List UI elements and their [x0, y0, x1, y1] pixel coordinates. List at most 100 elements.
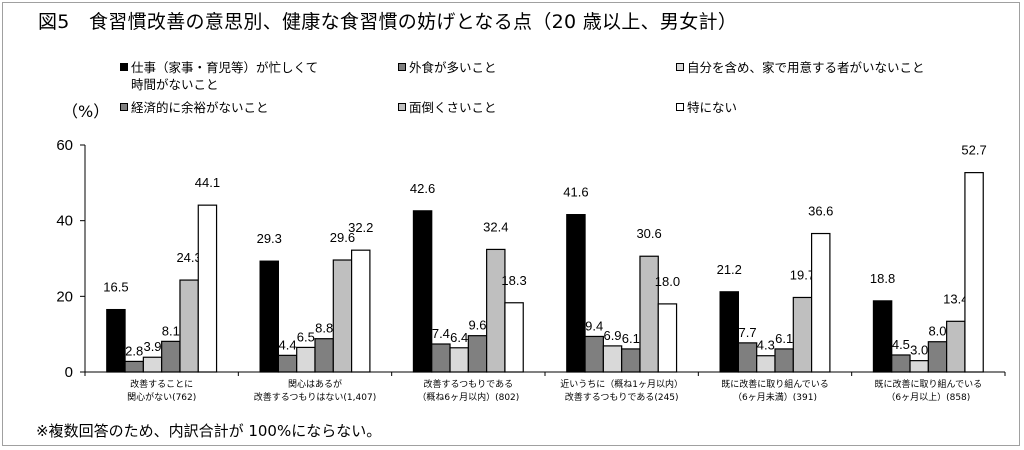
bar [431, 343, 451, 373]
category-label: 改善するつもりである(245) [565, 391, 679, 403]
bar [737, 342, 758, 373]
bar [602, 345, 623, 373]
data-label: 3.0 [910, 343, 928, 358]
data-label: 4.4 [279, 337, 297, 352]
bar [486, 248, 506, 373]
data-label: 32.2 [348, 220, 373, 235]
data-label: 24.3 [176, 250, 201, 265]
legend-item-financial: 経済的に余裕がないこと [120, 99, 269, 116]
legend-swatch-financial [120, 103, 128, 111]
bar [719, 291, 739, 373]
bar [124, 360, 144, 373]
bar [412, 210, 433, 373]
data-label: 7.7 [739, 325, 757, 340]
category-label: （6ヶ月未満）(391) [733, 391, 817, 403]
data-label: 21.2 [717, 262, 742, 277]
data-label: 8.1 [162, 323, 180, 338]
data-label: 4.5 [892, 337, 910, 352]
footnote: ※複数回答のため、内訳合計が 100%にならない。 [36, 422, 382, 440]
data-label: 6.1 [775, 331, 793, 346]
bar [584, 335, 604, 373]
category-label: 関心がない(762) [127, 391, 196, 403]
category-label: 既に改善に取り組んでいる [721, 378, 829, 390]
category-label: 関心はあるが [288, 378, 342, 390]
bar [259, 260, 280, 373]
category-label: （6ヶ月以上）(858) [886, 392, 970, 403]
legend-label-eating-out: 外食が多いこと [409, 60, 497, 75]
bar [314, 338, 334, 373]
data-label: 30.6 [636, 226, 661, 241]
data-label: 16.5 [103, 280, 128, 295]
data-label: 4.3 [757, 338, 775, 353]
legend-item-troublesome: 面倒くさいこと [398, 99, 497, 116]
data-label: 6.4 [450, 330, 468, 345]
data-label: 6.9 [603, 328, 621, 343]
data-label: 3.9 [143, 339, 161, 354]
bar [891, 354, 911, 373]
y-tick-label: 0 [65, 364, 73, 381]
bar [277, 354, 298, 373]
data-label: 8.8 [315, 321, 333, 336]
data-label: 18.0 [655, 274, 680, 289]
category-label: 改善するつもりはない(1,407) [254, 391, 376, 403]
legend-item-none: 特にない [676, 99, 737, 116]
bar [810, 232, 831, 373]
bar [927, 341, 948, 373]
legend-label-no-one-prepares: 自分を含め、家で用意する者がいないこと [687, 60, 925, 75]
data-label: 18.3 [501, 273, 526, 288]
data-label: 8.0 [928, 324, 946, 339]
bar [106, 308, 126, 373]
bar [657, 303, 678, 373]
bar [467, 335, 488, 373]
bar [756, 355, 776, 373]
bar [351, 249, 371, 373]
bar [332, 259, 353, 373]
data-label: 29.6 [330, 230, 355, 245]
data-label: 2.8 [125, 343, 143, 358]
data-label: 29.3 [257, 231, 282, 246]
bar [964, 172, 984, 373]
legend-swatch-busy [120, 63, 128, 71]
y-tick-label: 40 [56, 213, 73, 230]
data-label: 41.6 [563, 185, 588, 200]
bar [449, 347, 469, 373]
y-tick-label: 60 [56, 137, 73, 154]
data-label: 32.4 [483, 219, 508, 234]
bar [142, 356, 163, 373]
legend-swatch-troublesome [398, 103, 406, 111]
data-label: 44.1 [195, 175, 220, 190]
category-label: 既に改善に取り組んでいる [875, 378, 983, 390]
legend-item-no-one-prepares: 自分を含め、家で用意する者がいないこと [676, 59, 925, 76]
bar [197, 204, 218, 373]
bar [566, 214, 586, 373]
category-label: 改善するつもりである [424, 378, 514, 390]
category-label: 改善することに [130, 378, 193, 390]
legend-label-busy: 仕事（家事・育児等）が忙しくて 時間がないこと [131, 60, 319, 92]
data-label: 9.4 [585, 318, 603, 333]
data-label: 9.6 [468, 318, 486, 333]
y-axis-unit-label: （%） [62, 102, 110, 121]
bar [161, 340, 181, 373]
bar [504, 302, 524, 373]
legend-label-financial: 経済的に余裕がないこと [131, 100, 269, 115]
bar [872, 300, 893, 373]
legend-item-eating-out: 外食が多いこと [398, 59, 497, 76]
bar [792, 296, 813, 373]
legend-swatch-eating-out [398, 63, 406, 71]
data-label: 36.6 [808, 204, 833, 219]
bar [296, 346, 316, 373]
chart-title: 図5 食習慣改善の意思別、健康な食習慣の妨げとなる点（20 歳以上、男女計） [38, 11, 738, 33]
y-tick-label: 20 [56, 288, 73, 305]
legend-label-none: 特にない [687, 100, 738, 115]
legend-swatch-no-one-prepares [676, 63, 684, 71]
data-label: 6.5 [297, 329, 315, 344]
data-label: 18.8 [870, 271, 895, 286]
bar [774, 348, 794, 373]
category-label: （概ね6ヶ月以内）(802) [417, 391, 519, 403]
category-label: 近いうちに（概ね1ヶ月以内） [560, 378, 683, 390]
bar [909, 360, 929, 373]
bar [621, 348, 641, 373]
data-label: 42.6 [410, 181, 435, 196]
data-label: 19.7 [790, 267, 815, 282]
